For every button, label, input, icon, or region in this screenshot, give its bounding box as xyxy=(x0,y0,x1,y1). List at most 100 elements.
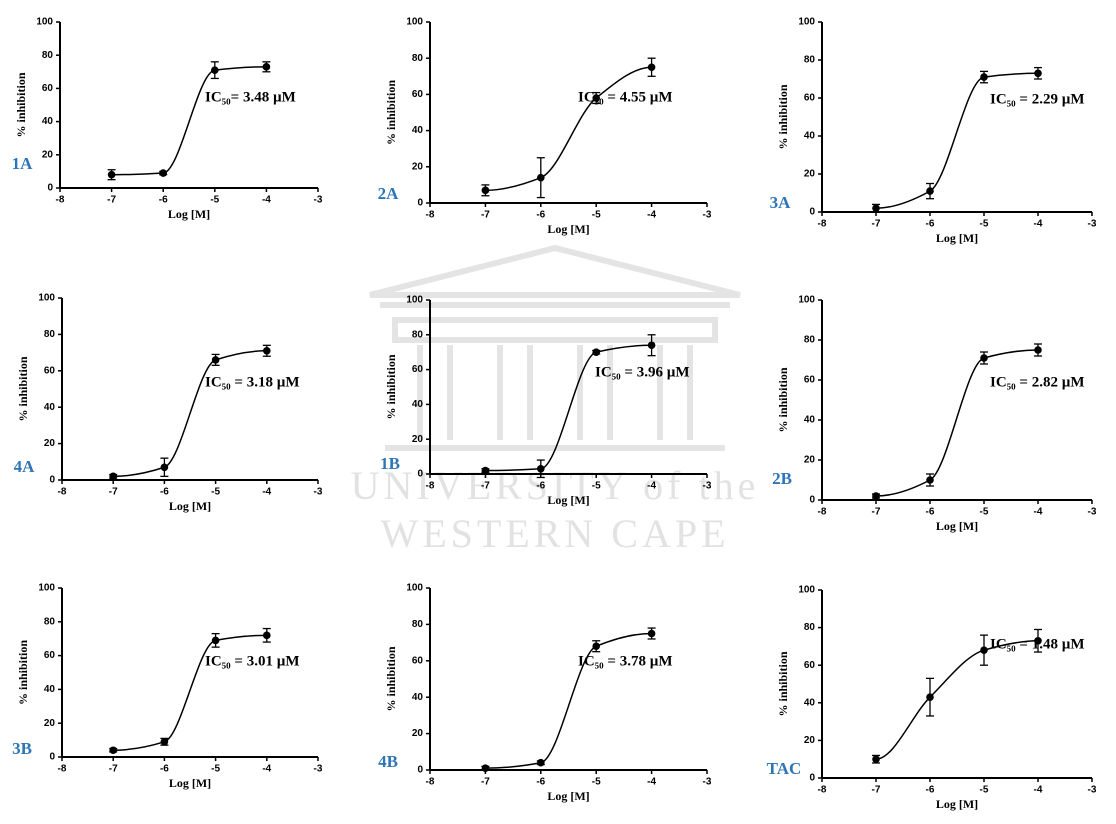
y-tick-label: 100 xyxy=(38,293,55,304)
y-tick-label: 80 xyxy=(412,329,424,340)
y-tick-label: 100 xyxy=(406,295,423,306)
x-axis-title: Log [M] xyxy=(169,499,211,513)
data-point xyxy=(647,629,656,638)
y-tick-label: 60 xyxy=(804,93,816,104)
y-tick-label: 80 xyxy=(44,329,56,340)
y-axis-title: % inhibition xyxy=(776,651,790,716)
y-axis-title: % inhibition xyxy=(384,646,398,711)
y-tick-label: 60 xyxy=(412,89,424,100)
y-tick-label: 100 xyxy=(406,17,423,28)
y-tick-label: 40 xyxy=(412,125,424,136)
x-tick-label: -8 xyxy=(58,764,67,775)
x-tick-label: -8 xyxy=(818,219,827,230)
y-tick-label: 60 xyxy=(44,365,56,376)
y-tick-label: 40 xyxy=(42,116,54,127)
x-tick-label: -7 xyxy=(872,219,881,230)
data-point xyxy=(160,737,169,746)
x-tick-label: -8 xyxy=(56,195,65,206)
x-tick-label: -8 xyxy=(818,507,827,518)
fit-curve xyxy=(111,66,267,176)
x-tick-label: -3 xyxy=(314,764,323,775)
y-tick-label: 40 xyxy=(804,415,816,426)
panel-label: 1A xyxy=(12,154,34,173)
x-tick-label: -5 xyxy=(592,481,601,492)
x-tick-label: -3 xyxy=(703,777,712,788)
data-point xyxy=(160,463,169,472)
x-tick-label: -5 xyxy=(592,777,601,788)
fit-curve xyxy=(875,640,1039,760)
y-tick-label: 60 xyxy=(804,375,816,386)
x-tick-label: -8 xyxy=(426,210,435,221)
y-tick-label: 20 xyxy=(412,728,424,739)
watermark-building xyxy=(369,244,741,451)
x-tick-label: -4 xyxy=(262,764,271,775)
data-point xyxy=(211,356,220,364)
y-tick-label: 40 xyxy=(412,399,424,410)
y-axis-title: % inhibition xyxy=(14,72,28,137)
x-tick-label: -8 xyxy=(58,487,67,498)
panel: 0 20 40 60 80 100 -8 -7 -6 -5 -4 -3 Log [M] % inhibit… xyxy=(378,583,712,803)
y-tick-label: 20 xyxy=(44,438,56,449)
x-tick-label: -3 xyxy=(703,481,712,492)
y-tick-label: 100 xyxy=(36,17,53,28)
fit-curve xyxy=(485,632,652,769)
x-tick-label: -8 xyxy=(426,777,435,788)
ic50-annotation: IC₅₀ = 3.96 µM xyxy=(595,364,690,380)
fit-curve xyxy=(485,344,652,472)
x-tick-label: -4 xyxy=(647,481,656,492)
ic50-annotation: IC₅₀ = 3.01 µM xyxy=(205,653,300,669)
y-tick-label: 80 xyxy=(804,335,816,346)
ic50-annotation: IC₅₀ = 2.82 µM xyxy=(990,374,1085,390)
data-point xyxy=(481,466,490,475)
x-tick-label: -8 xyxy=(818,785,827,796)
y-tick-label: 100 xyxy=(38,583,55,594)
data-point xyxy=(263,631,271,640)
x-tick-label: -4 xyxy=(1034,507,1043,518)
data-point xyxy=(980,354,988,362)
y-tick-label: 0 xyxy=(417,469,423,480)
y-tick-label: 0 xyxy=(809,207,815,218)
data-point xyxy=(537,758,545,767)
data-point xyxy=(159,169,167,177)
y-tick-label: 40 xyxy=(804,131,816,142)
x-tick-label: -4 xyxy=(647,210,656,221)
data-point xyxy=(592,94,600,102)
y-tick-label: 0 xyxy=(417,765,423,776)
x-tick-label: -5 xyxy=(210,195,219,206)
x-tick-label: -4 xyxy=(1034,785,1043,796)
x-tick-label: -7 xyxy=(109,487,118,498)
x-tick-label: -3 xyxy=(1088,219,1097,230)
x-axis-title: Log [M] xyxy=(169,776,211,790)
data-point xyxy=(872,755,880,763)
data-point xyxy=(592,348,600,357)
data-point xyxy=(481,186,490,195)
watermark-text: WESTERN CAPE xyxy=(380,511,729,556)
watermark-text: UNIVERSITY of the xyxy=(351,463,760,508)
y-tick-label: 80 xyxy=(44,616,56,627)
y-tick-label: 80 xyxy=(804,622,816,633)
data-point xyxy=(926,693,934,701)
y-tick-label: 20 xyxy=(804,455,816,466)
data-point xyxy=(1034,636,1042,645)
data-point xyxy=(592,642,600,651)
x-tick-label: -7 xyxy=(107,195,116,206)
ic50-annotation: IC₅₀ = 1.48 µM xyxy=(990,636,1085,652)
data-point xyxy=(872,492,880,500)
x-tick-label: -4 xyxy=(1034,219,1043,230)
y-tick-label: 60 xyxy=(44,650,56,661)
x-tick-label: -7 xyxy=(481,210,490,221)
y-tick-label: 40 xyxy=(44,402,56,413)
panel-label: 4A xyxy=(14,457,36,476)
x-axis-title: Log [M] xyxy=(936,231,978,245)
y-axis-title: % inhibition xyxy=(776,367,790,432)
y-tick-label: 60 xyxy=(412,364,424,375)
y-tick-label: 80 xyxy=(412,619,424,630)
data-point xyxy=(263,346,271,355)
fit-curve xyxy=(875,72,1039,209)
y-tick-label: 0 xyxy=(49,475,55,486)
data-point xyxy=(926,187,934,195)
x-axis-title: Log [M] xyxy=(168,207,210,221)
panel-label: 2B xyxy=(772,469,792,488)
x-tick-label: -6 xyxy=(536,481,545,492)
data-point xyxy=(537,173,545,182)
